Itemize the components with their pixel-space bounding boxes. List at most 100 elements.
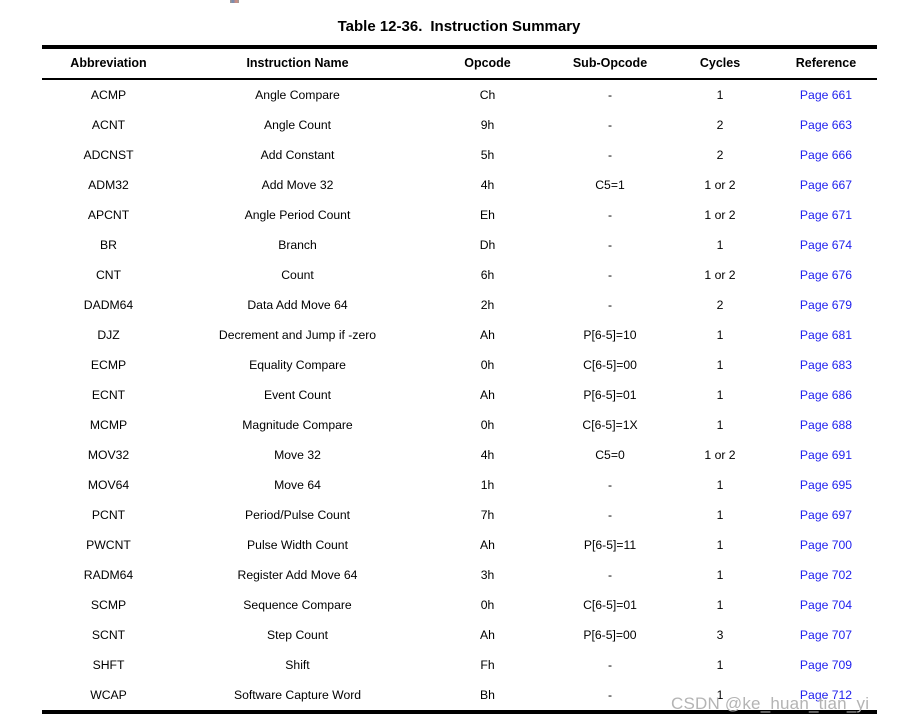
table-row: BR Branch Dh - 1 Page 674	[42, 230, 877, 260]
cell-instruction-name: Magnitude Compare	[242, 418, 353, 432]
table-row: PWCNT Pulse Width Count Ah P[6-5]=11 1 Page 7…	[42, 530, 877, 560]
reference-page-link[interactable]: Page 702	[799, 568, 853, 582]
reference-page-link[interactable]: Page 671	[799, 208, 853, 222]
reference-page-link[interactable]: Page 683	[799, 358, 853, 372]
cell-sub-opcode: P[6-5]=10	[583, 328, 637, 342]
cell-sub-opcode: -	[607, 298, 613, 312]
cell-instruction-name: Software Capture Word	[233, 688, 362, 702]
cell-instruction-name: Register Add Move 64	[237, 568, 358, 582]
reference-page-link[interactable]: Page 709	[799, 658, 853, 672]
reference-page-link[interactable]: Page 686	[799, 388, 853, 402]
csdn-watermark: CSDN @ke_huan_tian_yi	[671, 694, 870, 713]
table-row: RADM64 Register Add Move 64 3h - 1 Page 702	[42, 560, 877, 590]
table-header-rule	[42, 77, 877, 80]
cell-sub-opcode: C5=0	[595, 448, 625, 462]
reference-page-link[interactable]: Page 674	[799, 238, 853, 252]
cell-cycles: 3	[716, 628, 724, 642]
cell-instruction-name: Count	[281, 268, 314, 282]
column-header-reference: Reference	[795, 56, 857, 70]
table-body: ACMP Angle Compare Ch - 1 Page 661 ACNT Angle C…	[42, 80, 877, 710]
cell-instruction-name: Move 64	[274, 478, 321, 492]
reference-page-link[interactable]: Page 667	[799, 178, 853, 192]
reference-page-link[interactable]: Page 676	[799, 268, 853, 282]
cell-instruction-name: Angle Compare	[255, 88, 340, 102]
cell-sub-opcode: -	[607, 688, 613, 702]
cell-opcode: 4h	[480, 448, 495, 462]
cell-cycles: 1	[716, 328, 724, 342]
cell-sub-opcode: -	[607, 118, 613, 132]
cell-abbreviation: BR	[100, 238, 117, 252]
cell-abbreviation: SHFT	[92, 658, 125, 672]
table-row: SCNT Step Count Ah P[6-5]=00 3 Page 707	[42, 620, 877, 650]
cell-abbreviation: SCMP	[90, 598, 127, 612]
table-row: ECMP Equality Compare 0h C[6-5]=00 1 Page 683	[42, 350, 877, 380]
cell-cycles: 1 or 2	[704, 448, 736, 462]
reference-page-link[interactable]: Page 679	[799, 298, 853, 312]
cell-opcode: 6h	[480, 268, 495, 282]
cell-sub-opcode: P[6-5]=00	[583, 628, 637, 642]
cell-opcode: 1h	[480, 478, 495, 492]
cell-instruction-name: Pulse Width Count	[247, 538, 348, 552]
cell-opcode: Ch	[479, 88, 496, 102]
table-row: CNT Count 6h - 1 or 2 Page 676	[42, 260, 877, 290]
reference-page-link[interactable]: Page 697	[799, 508, 853, 522]
cell-abbreviation: MOV64	[87, 478, 130, 492]
cell-instruction-name: Shift	[285, 658, 310, 672]
cell-opcode: Ah	[480, 388, 495, 402]
cell-sub-opcode: -	[607, 268, 613, 282]
reference-page-link[interactable]: Page 691	[799, 448, 853, 462]
reference-page-link[interactable]: Page 663	[799, 118, 853, 132]
cell-instruction-name: Angle Count	[263, 118, 332, 132]
cell-sub-opcode: -	[607, 238, 613, 252]
table-row: PCNT Period/Pulse Count 7h - 1 Page 697	[42, 500, 877, 530]
cell-abbreviation: DJZ	[97, 328, 120, 342]
cell-opcode: 2h	[480, 298, 495, 312]
cell-opcode: Ah	[480, 628, 495, 642]
cell-opcode: 4h	[480, 178, 495, 192]
table-row: WCAP Software Capture Word Bh - 1 Page 712	[42, 680, 877, 710]
cell-opcode: Ah	[480, 538, 495, 552]
table-caption: Table 12-36. Instruction Summary	[0, 18, 900, 35]
table-row: APCNT Angle Period Count Eh - 1 or 2 Page 671	[42, 200, 877, 230]
cell-abbreviation: ADM32	[88, 178, 129, 192]
reference-page-link[interactable]: Page 661	[799, 88, 853, 102]
reference-page-link[interactable]: Page 704	[799, 598, 853, 612]
cell-sub-opcode: -	[607, 88, 613, 102]
reference-page-link[interactable]: Page 666	[799, 148, 853, 162]
cell-instruction-name: Add Constant	[260, 148, 335, 162]
table-header-row: Abbreviation Instruction Name Opcode Sub…	[42, 49, 877, 78]
reference-page-link[interactable]: Page 681	[799, 328, 853, 342]
reference-page-link[interactable]: Page 700	[799, 538, 853, 552]
cell-abbreviation: SCNT	[91, 628, 126, 642]
cell-abbreviation: ACNT	[91, 118, 126, 132]
cropped-image-artifact	[230, 0, 239, 3]
reference-page-link[interactable]: Page 688	[799, 418, 853, 432]
cell-cycles: 1	[716, 568, 724, 582]
cell-opcode: Bh	[480, 688, 495, 702]
cell-cycles: 2	[716, 118, 724, 132]
cell-cycles: 1 or 2	[704, 208, 736, 222]
cell-abbreviation: APCNT	[87, 208, 130, 222]
cell-instruction-name: Equality Compare	[249, 358, 346, 372]
cell-abbreviation: MCMP	[89, 418, 128, 432]
cell-instruction-name: Sequence Compare	[243, 598, 352, 612]
cell-cycles: 1 or 2	[704, 178, 736, 192]
cell-cycles: 1	[716, 508, 724, 522]
cell-opcode: 0h	[480, 418, 495, 432]
cell-instruction-name: Add Move 32	[261, 178, 334, 192]
cell-abbreviation: DADM64	[83, 298, 134, 312]
table-bottom-rule	[42, 710, 877, 714]
reference-page-link[interactable]: Page 712	[799, 688, 853, 702]
cell-opcode: 0h	[480, 598, 495, 612]
reference-page-link[interactable]: Page 707	[799, 628, 853, 642]
table-row: SCMP Sequence Compare 0h C[6-5]=01 1 Page 704	[42, 590, 877, 620]
cell-opcode: 0h	[480, 358, 495, 372]
column-header-instruction-name: Instruction Name	[246, 56, 349, 70]
cell-opcode: Fh	[480, 658, 495, 672]
cell-cycles: 1	[716, 238, 724, 252]
cell-cycles: 1	[716, 478, 724, 492]
reference-page-link[interactable]: Page 695	[799, 478, 853, 492]
cell-instruction-name: Step Count	[267, 628, 328, 642]
table-row: MOV64 Move 64 1h - 1 Page 695	[42, 470, 877, 500]
table-caption-number: Table 12-36.	[337, 18, 423, 35]
